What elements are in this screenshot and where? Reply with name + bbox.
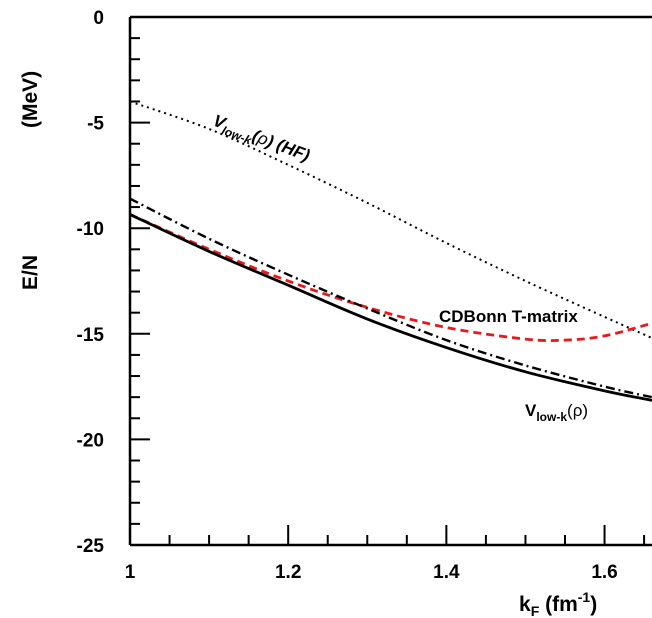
annotation-vlowk: Vlow-k(ρ) xyxy=(525,401,588,424)
series-line-dashed xyxy=(129,213,652,342)
x-axis-title: kF (fm-1) xyxy=(519,589,597,618)
y-axis-unit: (MeV) xyxy=(19,71,42,128)
x-tick-label: 1.4 xyxy=(433,562,460,583)
x-axis-title-sub: F xyxy=(531,603,540,618)
x-tick-label: 1.2 xyxy=(275,562,301,583)
y-tick-label: -5 xyxy=(87,114,104,135)
annotation-vlowk-rho: ρ xyxy=(573,401,583,420)
annotation-hf-tail: ) (HF) xyxy=(262,131,312,165)
annotation-hf: Vlow-k(ρ) (HF) xyxy=(209,111,313,169)
annotation-hf-sub: low-k xyxy=(220,123,255,148)
x-axis-title-main: k xyxy=(519,593,531,616)
x-axis-title-unit-prefix: (fm xyxy=(539,593,578,616)
y-tick-label: -25 xyxy=(77,536,105,557)
y-tick-label: -20 xyxy=(77,430,104,451)
y-tick-label: -10 xyxy=(77,219,104,240)
y-ticks: 0 -5 -10 -15 -20 -25 xyxy=(77,8,150,557)
annotation-vlowk-main: V xyxy=(525,401,537,420)
x-axis-title-sup: -1 xyxy=(578,589,591,605)
annotation-vlowk-tail: ) xyxy=(582,401,588,420)
y-tick-label: -15 xyxy=(77,325,105,346)
y-axis-unit-text: (MeV) xyxy=(19,71,42,128)
x-tick-label: 1 xyxy=(125,562,136,583)
x-tick-label: 1.6 xyxy=(591,562,617,583)
series-line-solid xyxy=(129,213,652,402)
annotation-vlowk-mid: ( xyxy=(567,401,573,420)
annotation-cdbonn: CDBonn T-matrix xyxy=(439,307,578,326)
series-lines xyxy=(129,100,652,402)
y-axis-title-main: E/N xyxy=(19,255,42,290)
annotation-vlowk-sub: low-k xyxy=(536,410,567,424)
x-axis-title-unit-suffix: ) xyxy=(590,593,597,616)
series-line-dotted xyxy=(129,100,652,339)
y-axis-title: E/N xyxy=(19,255,42,290)
series-line-dashdot xyxy=(129,197,652,399)
y-tick-label: 0 xyxy=(93,8,104,29)
x-ticks: 1 1.2 1.4 1.6 xyxy=(125,525,646,583)
